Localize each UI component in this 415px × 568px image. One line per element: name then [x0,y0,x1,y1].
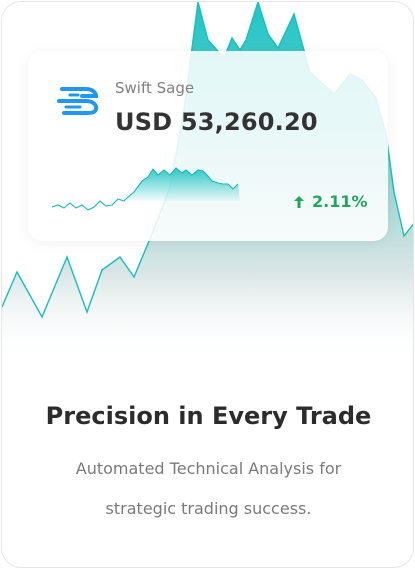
arrow-up-icon [294,195,304,208]
mini-price-chart [52,167,240,211]
brand-name: Swift Sage [115,79,195,97]
mini-chart-area [127,168,240,201]
subtitle-line-2: strategic trading success. [105,499,312,518]
swift-sage-logo-icon [57,87,99,115]
subtitle-line-1: Automated Technical Analysis for [75,459,342,478]
price-widget: Swift Sage USD 53,260.20 2.11% [28,51,388,241]
mini-chart-line [52,167,239,211]
price-change-value: 2.11% [312,192,368,211]
headline: Precision in Every Trade [45,402,372,430]
price-value: USD 53,260.20 [115,108,318,136]
price-change: 2.11% [293,192,368,211]
